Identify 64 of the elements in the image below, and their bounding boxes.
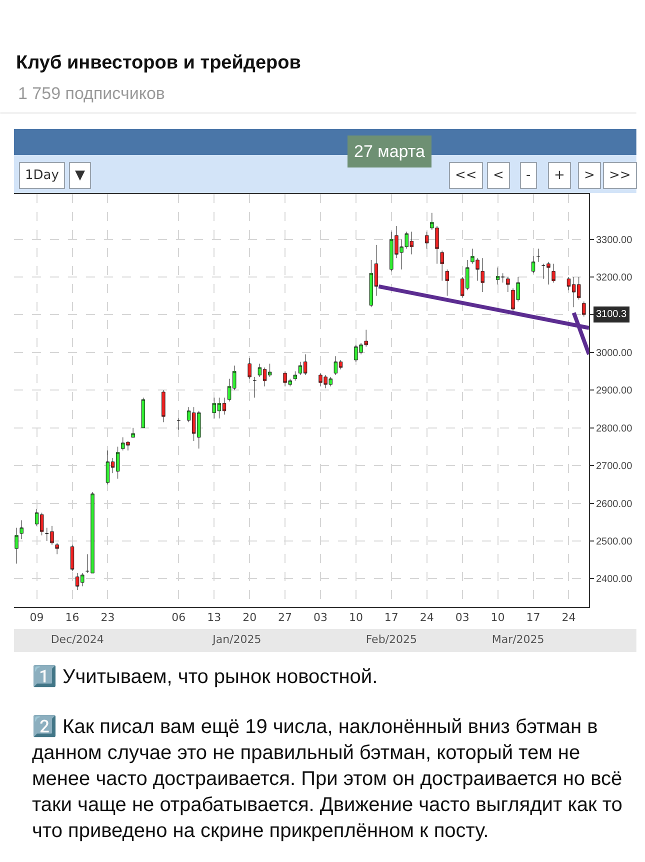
text: 2⃣ Как писал вам ещё 19 числа, наклонённый вниз бэтман в данном случае это не правильный бэтман, который тем не менее часто достраивается. При этом он достраивается но всё таки чаще не отрабатывается. Движение часто выглядит как то что приведено на скрине прикреплённом к посту. <box>32 714 622 842</box>
y-tick-label: 3200.00 <box>596 272 633 284</box>
y-tick-label: 2500.00 <box>596 536 633 548</box>
text: 27 марта <box>354 142 426 161</box>
x-tick-label: 16 <box>65 611 80 624</box>
chart-subtitle: 1 759 подписчиков <box>18 84 165 103</box>
candlestick <box>536 248 540 262</box>
text: < <box>493 168 504 183</box>
x-tick-label: 03 <box>455 611 470 624</box>
chart-title: Клуб инвесторов и трейдеров <box>16 52 301 74</box>
x2-tick-label: Feb/2025 <box>366 633 418 646</box>
x-tick-label: 23 <box>100 611 115 624</box>
x2-tick-label: Jan/2025 <box>212 633 262 646</box>
text: << <box>455 168 477 183</box>
x-tick-label: 17 <box>526 611 540 624</box>
candlestick <box>55 542 59 554</box>
x-tick-label: 17 <box>384 611 398 624</box>
candlestick <box>496 267 500 285</box>
x-tick-label: 24 <box>562 611 576 624</box>
x-tick-label: 10 <box>490 611 505 624</box>
annotation: 3100.3 <box>596 309 628 320</box>
y-tick-label: 2600.00 <box>596 498 633 510</box>
x-tick-label: 10 <box>348 611 363 624</box>
x-tick-label: 27 <box>278 611 292 624</box>
text: >> <box>609 168 631 183</box>
text: + <box>554 168 565 183</box>
candlestick <box>20 520 24 540</box>
candlestick <box>141 397 146 428</box>
x-tick-label: 20 <box>242 611 257 624</box>
y-tick-label: 3300.00 <box>596 234 633 246</box>
candlestick <box>425 231 429 249</box>
y-tick-label: 2400.00 <box>596 574 633 586</box>
candlestick <box>582 301 586 317</box>
x-tick-label: 09 <box>30 611 44 624</box>
x2-tick-label: Mar/2025 <box>492 633 544 646</box>
text: 1Day <box>25 168 60 183</box>
y-tick-label: 3000.00 <box>596 348 633 359</box>
candlestick <box>552 264 556 283</box>
x-tick-label: 13 <box>207 611 222 624</box>
text: ▼ <box>75 168 85 183</box>
y-tick-label: 2800.00 <box>596 423 633 434</box>
candlestick <box>445 269 449 296</box>
text: > <box>584 168 595 183</box>
y-tick-label: 2900.00 <box>596 386 633 397</box>
candlestick <box>70 544 74 572</box>
candlestick <box>506 276 510 292</box>
x-tick-label: 24 <box>420 611 434 624</box>
y-tick-label: 2700.00 <box>596 461 633 472</box>
candlestick <box>440 250 444 281</box>
candlestick <box>293 371 298 381</box>
candlestick <box>176 418 180 430</box>
text: - <box>526 168 531 183</box>
x-tick-label: 03 <box>314 611 328 624</box>
candlestick <box>248 358 252 380</box>
x2-tick-label: Dec/2024 <box>50 633 104 646</box>
candlestick <box>14 528 18 564</box>
text: 1⃣ Учитываем, что рынок новостной. <box>32 664 378 688</box>
x-tick-label: 06 <box>172 611 186 624</box>
candlestick <box>162 390 166 422</box>
candlestick <box>531 256 536 274</box>
candlestick <box>480 258 484 292</box>
candlestick <box>501 272 505 283</box>
candlestick <box>252 376 256 398</box>
candlestick <box>131 428 135 438</box>
